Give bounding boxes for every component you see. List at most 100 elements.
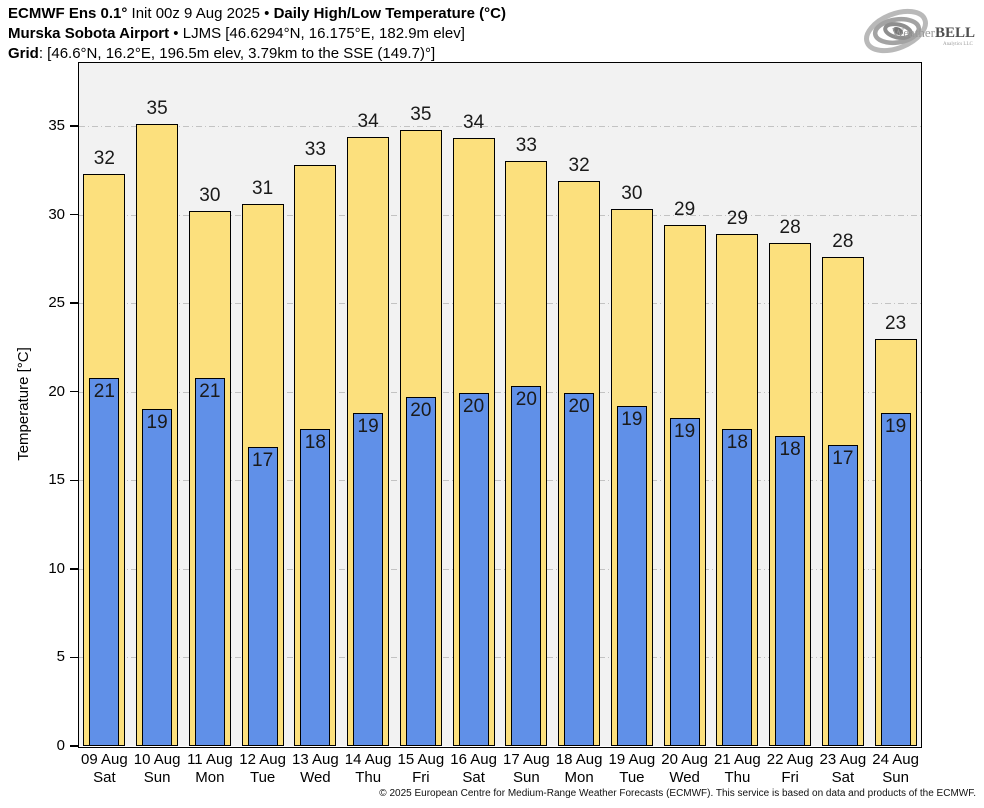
x-weekday: Sun [882, 769, 909, 786]
hurricane-swirl-icon [864, 8, 928, 54]
x-date: 22 Aug [766, 751, 814, 768]
gridline-35 [79, 126, 921, 127]
y-tick-20 [70, 390, 78, 393]
low-value-label: 20 [568, 396, 590, 418]
gridline-10 [79, 568, 921, 570]
x-date: 21 Aug [714, 751, 761, 768]
low-value-label: 18 [304, 431, 326, 453]
low-value-label: 20 [410, 400, 432, 422]
x-category-label: 13 Aug Wed [282, 751, 348, 787]
high-value-label: 32 [93, 147, 115, 169]
low-value-label: 20 [515, 389, 537, 411]
low-value-label: 20 [463, 396, 485, 418]
y-axis-label: Temperature [°C] [15, 347, 32, 461]
x-weekday: Tue [249, 769, 276, 786]
x-weekday: Fri [412, 769, 430, 786]
x-category-label: 20 Aug Wed [652, 751, 718, 787]
x-weekday: Sun [143, 769, 171, 786]
title-line-2: Murska Sobota Airport • LJMS [46.6294°N,… [8, 24, 506, 44]
high-value-label: 30 [621, 183, 643, 205]
x-weekday: Sat [93, 769, 116, 786]
low-bar [458, 393, 489, 746]
y-tick-30 [70, 213, 78, 216]
logo-wordmark: WeatherBELL [892, 25, 975, 41]
x-date: 12 Aug [239, 751, 286, 768]
low-bar [405, 397, 436, 746]
logo-subtitle: Analytics LLC [943, 42, 974, 47]
grid-details: : [46.6°N, 16.2°E, 196.5m elev, 3.79km t… [38, 45, 436, 62]
low-bar [880, 412, 911, 746]
x-date: 23 Aug [819, 751, 867, 768]
copyright-notice: © 2025 European Centre for Medium-Range … [379, 788, 976, 799]
y-tick-0 [70, 745, 78, 747]
low-value-label: 19 [621, 408, 643, 430]
title-init: Init 00z 9 Aug 2025 • [127, 5, 274, 22]
x-category-label: 09 Aug Sat [71, 751, 137, 787]
high-value-label: 35 [146, 98, 168, 120]
low-bar [89, 377, 120, 746]
x-category-label: 19 Aug Tue [599, 751, 665, 787]
gridline-30 [79, 214, 921, 216]
x-category-label: 12 Aug Tue [230, 751, 296, 787]
low-bar [827, 444, 858, 746]
x-weekday: Sat [831, 769, 855, 786]
low-bar [353, 412, 384, 746]
high-value-label: 29 [726, 208, 748, 230]
y-tick-10 [70, 568, 78, 570]
x-category-label: 22 Aug Fri [757, 751, 823, 787]
high-value-label: 31 [252, 177, 274, 199]
x-weekday: Wed [300, 769, 331, 786]
low-bar [142, 409, 173, 746]
x-weekday: Sun [513, 769, 540, 786]
gridline-20 [79, 391, 921, 393]
high-value-label: 23 [885, 312, 907, 334]
y-tick-label-30: 30 [48, 205, 65, 223]
weatherbell-logo: WeatherBELL Analytics LLC [864, 8, 975, 54]
x-date: 09 Aug [81, 751, 128, 768]
x-category-label: 23 Aug Sat [810, 751, 876, 787]
low-bar [616, 405, 647, 746]
x-category-label: 14 Aug Thu [335, 751, 401, 787]
y-tick-label-25: 25 [48, 294, 65, 312]
low-value-label: 17 [832, 447, 854, 469]
high-value-label: 35 [410, 103, 432, 125]
x-weekday: Mon [564, 769, 594, 786]
low-value-label: 18 [726, 431, 748, 453]
x-date: 13 Aug [292, 751, 339, 768]
title-line-3: Grid: [46.6°N, 16.2°E, 196.5m elev, 3.79… [8, 44, 506, 64]
low-value-label: 21 [199, 380, 221, 402]
y-tick-35 [70, 125, 78, 127]
high-value-label: 30 [199, 185, 221, 207]
x-weekday: Tue [619, 769, 645, 786]
x-date: 19 Aug [608, 751, 656, 768]
low-bar [194, 377, 225, 746]
x-weekday: Fri [781, 769, 799, 786]
high-value-label: 32 [568, 154, 590, 176]
low-value-label: 18 [779, 439, 801, 460]
y-tick-label-0: 0 [56, 737, 65, 754]
y-tick-5 [70, 656, 78, 659]
x-date: 16 Aug [450, 751, 497, 768]
high-value-label: 28 [779, 216, 801, 238]
low-value-label: 21 [93, 380, 115, 402]
y-tick-label-15: 15 [48, 471, 65, 489]
chart-header: ECMWF Ens 0.1° Init 00z 9 Aug 2025 • Dai… [8, 4, 506, 64]
x-date: 17 Aug [503, 751, 550, 768]
gridline-5 [79, 657, 921, 659]
x-date: 18 Aug [555, 751, 603, 768]
high-value-label: 28 [832, 231, 854, 253]
x-category-label: 10 Aug Sun [124, 751, 190, 787]
x-category-label: 18 Aug Mon [546, 751, 612, 787]
title-line-1: ECMWF Ens 0.1° Init 00z 9 Aug 2025 • Dai… [8, 4, 506, 24]
x-weekday: Thu [724, 769, 751, 786]
low-value-label: 19 [885, 415, 907, 437]
x-weekday: Mon [195, 769, 225, 786]
gridline-25 [79, 303, 921, 305]
low-bar [669, 418, 700, 746]
low-bar [775, 436, 806, 746]
y-tick-label-35: 35 [48, 117, 65, 134]
x-date: 20 Aug [661, 751, 708, 768]
x-date: 11 Aug [187, 751, 233, 768]
x-category-label: 16 Aug Sat [441, 751, 507, 787]
